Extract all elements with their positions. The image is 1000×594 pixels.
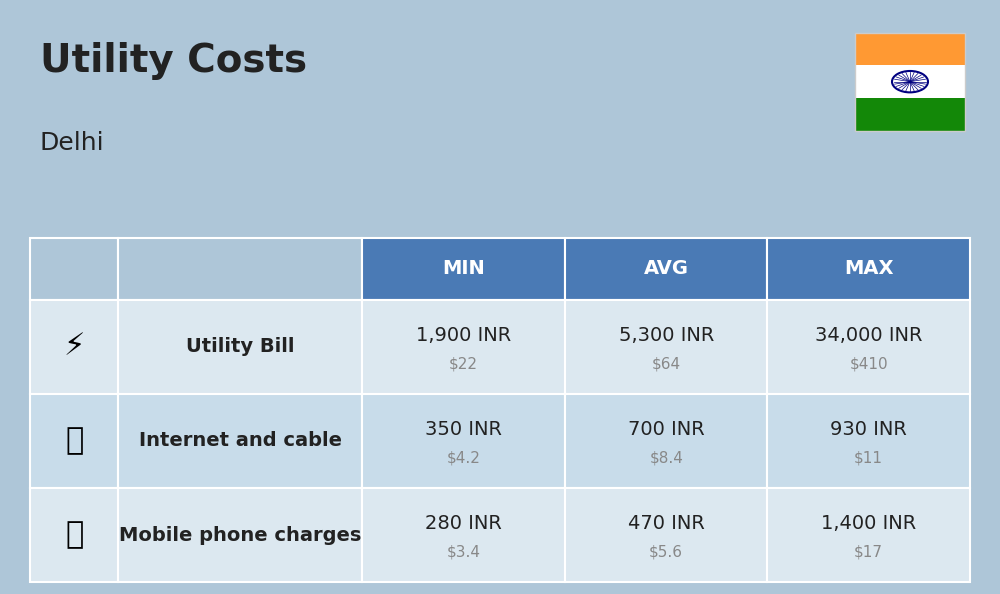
FancyBboxPatch shape [118, 299, 362, 394]
Text: 350 INR: 350 INR [425, 420, 502, 439]
Text: $8.4: $8.4 [649, 450, 683, 465]
Text: Internet and cable: Internet and cable [139, 431, 342, 450]
Text: Mobile phone charges: Mobile phone charges [119, 526, 362, 545]
FancyBboxPatch shape [362, 394, 565, 488]
FancyBboxPatch shape [362, 299, 565, 394]
Text: MAX: MAX [844, 259, 893, 278]
Text: $22: $22 [449, 356, 478, 371]
FancyBboxPatch shape [565, 238, 767, 299]
FancyBboxPatch shape [767, 238, 970, 299]
Text: Delhi: Delhi [40, 131, 105, 154]
FancyBboxPatch shape [855, 65, 965, 98]
FancyBboxPatch shape [118, 488, 362, 582]
FancyBboxPatch shape [855, 98, 965, 131]
Text: Utility Bill: Utility Bill [186, 337, 295, 356]
Text: 280 INR: 280 INR [425, 514, 502, 533]
Text: $17: $17 [854, 545, 883, 560]
FancyBboxPatch shape [767, 394, 970, 488]
Text: 700 INR: 700 INR [628, 420, 705, 439]
Text: $5.6: $5.6 [649, 545, 683, 560]
Text: 930 INR: 930 INR [830, 420, 907, 439]
Text: ⚡: ⚡ [63, 332, 85, 361]
FancyBboxPatch shape [30, 488, 118, 582]
Text: $4.2: $4.2 [447, 450, 481, 465]
FancyBboxPatch shape [767, 299, 970, 394]
Text: $410: $410 [849, 356, 888, 371]
Text: 34,000 INR: 34,000 INR [815, 326, 922, 345]
Text: $3.4: $3.4 [447, 545, 481, 560]
FancyBboxPatch shape [565, 394, 767, 488]
Text: 📶: 📶 [65, 426, 83, 456]
FancyBboxPatch shape [30, 394, 118, 488]
FancyBboxPatch shape [30, 299, 118, 394]
Text: MIN: MIN [442, 259, 485, 278]
FancyBboxPatch shape [118, 238, 362, 299]
Text: Utility Costs: Utility Costs [40, 42, 307, 80]
Text: AVG: AVG [644, 259, 689, 278]
FancyBboxPatch shape [362, 238, 565, 299]
Text: 5,300 INR: 5,300 INR [619, 326, 714, 345]
Text: $64: $64 [652, 356, 681, 371]
FancyBboxPatch shape [565, 299, 767, 394]
FancyBboxPatch shape [855, 33, 965, 65]
Text: 1,400 INR: 1,400 INR [821, 514, 916, 533]
Text: 1,900 INR: 1,900 INR [416, 326, 511, 345]
Text: 470 INR: 470 INR [628, 514, 705, 533]
FancyBboxPatch shape [767, 488, 970, 582]
FancyBboxPatch shape [118, 394, 362, 488]
FancyBboxPatch shape [30, 238, 118, 299]
Text: 📱: 📱 [65, 520, 83, 549]
FancyBboxPatch shape [565, 488, 767, 582]
FancyBboxPatch shape [362, 488, 565, 582]
Text: $11: $11 [854, 450, 883, 465]
